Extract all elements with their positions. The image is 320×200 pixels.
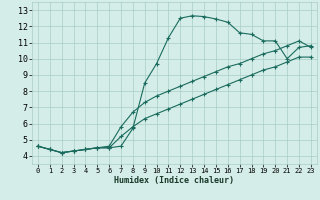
X-axis label: Humidex (Indice chaleur): Humidex (Indice chaleur) (115, 176, 234, 185)
